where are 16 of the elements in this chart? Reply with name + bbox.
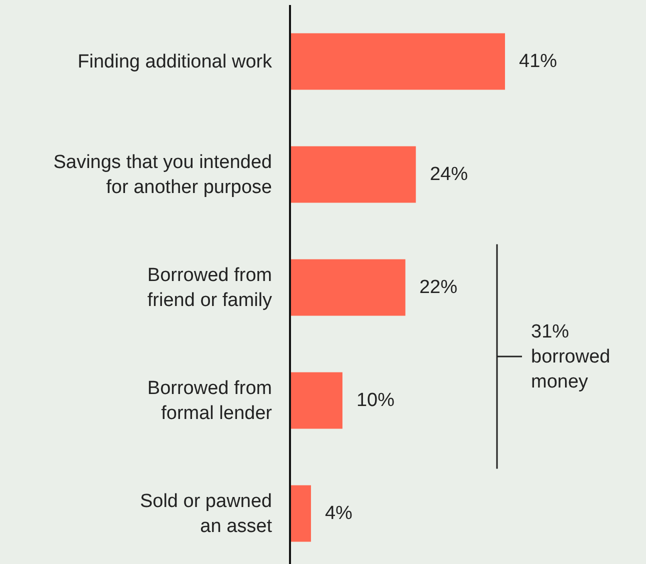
bar — [290, 146, 416, 203]
bar — [290, 259, 406, 316]
bar — [290, 33, 505, 90]
bar — [290, 372, 342, 429]
y-tick-label: Borrowed from friend or family — [147, 264, 272, 310]
y-tick-label: Sold or pawned an asset — [140, 490, 273, 536]
data-label: 10% — [356, 390, 395, 411]
data-label: 4% — [324, 503, 353, 524]
data-label: 24% — [430, 164, 468, 185]
data-label: 41% — [519, 51, 558, 72]
data-label: 22% — [419, 277, 458, 298]
bar — [290, 485, 311, 542]
y-tick-label: Savings that you intended for another purpose — [53, 152, 272, 198]
y-tick-label: Finding additional work — [78, 51, 272, 72]
text: 31% borrowed money — [531, 321, 610, 392]
y-tick-label: Borrowed from formal lender — [147, 378, 273, 424]
